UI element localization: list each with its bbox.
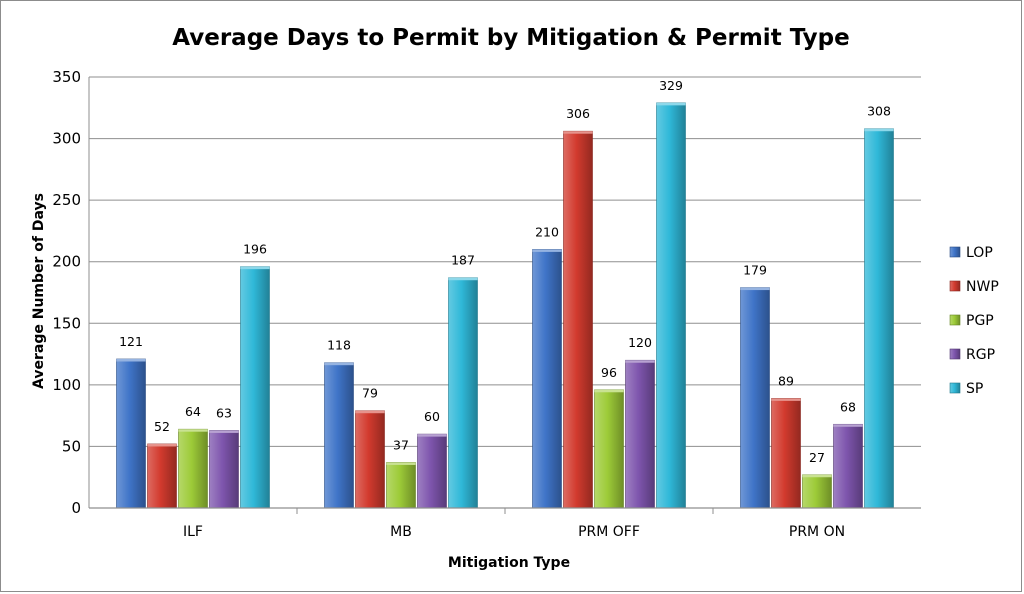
bar-top-highlight [417,434,447,437]
legend-label-sp: SP [966,381,983,397]
data-label: 196 [243,242,267,257]
bar-lop-ilf [116,358,146,509]
bar-rgp-mb [417,433,447,509]
legend: LOP NWP PGP RGP SP [949,245,999,397]
bar-top-highlight [386,462,416,465]
bar-pgp-prm-on [802,474,832,509]
bar-sp-mb [448,277,478,509]
legend-label-lop: LOP [966,245,993,261]
bar-top-highlight [833,424,863,427]
data-label: 118 [327,338,351,353]
bar-top-highlight [240,266,270,270]
bar-top-highlight [355,410,385,414]
bar-pgp-prm-off [594,389,624,509]
y-tick-label: 100 [52,376,81,394]
bar-lop-prm-off [532,249,562,509]
x-tick-label: PRM ON [789,524,845,540]
y-tick-label: 150 [52,314,81,332]
y-tick-label: 50 [62,437,81,455]
legend-swatch-nwp [949,280,961,292]
data-label: 179 [743,263,767,278]
bar-nwp-prm-on [771,398,801,509]
data-label: 121 [119,334,143,349]
x-tick-label: MB [390,524,412,540]
axis-layer: 0 50 100 150 200 250 300 350 ILF MB PRM OFF PRM ON [52,68,921,540]
y-axis-title: Average Number of Days [31,193,47,389]
data-label: 52 [154,419,170,434]
data-label: 64 [185,404,201,419]
data-label: 308 [867,104,891,119]
bar-pgp-mb [386,462,416,509]
bar-top-highlight [324,362,354,366]
data-label: 120 [628,335,652,350]
y-tick-label: 300 [52,130,81,148]
bar-top-highlight [740,287,770,291]
bar-pgp-ilf [178,428,208,509]
bar-top-highlight [116,358,146,362]
bar-sp-ilf [240,266,270,509]
y-tick-label: 0 [71,499,81,517]
bar-nwp-ilf [147,443,177,509]
bar-top-highlight [563,131,593,134]
bar-nwp-prm-off [563,130,593,509]
data-label: 68 [840,399,856,414]
data-label: 96 [601,365,617,380]
legend-label-pgp: PGP [966,313,994,329]
chart-title: Average Days to Permit by Mitigation & P… [172,25,849,51]
data-label: 210 [535,224,559,239]
data-label: 79 [362,386,378,401]
legend-label-rgp: RGP [966,347,995,363]
bar-rgp-prm-off [625,359,655,509]
data-label: 27 [809,450,825,465]
bar-rgp-prm-on [833,423,863,509]
bar-nwp-mb [355,410,385,509]
bar-top-highlight [209,430,239,433]
x-tick-label: PRM OFF [578,524,640,540]
data-label: 89 [778,373,794,388]
bar-sp-prm-on [864,128,894,509]
y-tick-label: 200 [52,253,81,271]
legend-swatch-pgp [949,314,961,326]
data-label: 187 [451,253,475,268]
y-tick-label: 250 [52,191,81,209]
bar-top-highlight [656,102,686,106]
bar-sp-prm-off [656,102,686,509]
x-tick-label: ILF [183,524,203,540]
legend-swatch-lop [949,246,961,258]
x-axis-title: Mitigation Type [448,555,570,571]
bar-top-highlight [771,398,801,401]
data-label: 60 [424,409,440,424]
bar-rgp-ilf [209,430,239,509]
bar-top-highlight [594,389,624,393]
bars-layer [116,102,894,509]
bar-lop-prm-on [740,287,770,509]
legend-swatch-rgp [949,348,961,360]
data-label: 63 [216,405,232,420]
legend-swatch-sp [949,382,961,394]
bar-top-highlight [147,443,177,447]
bar-top-highlight [625,360,655,363]
data-label: 37 [393,437,409,452]
bar-top-highlight [178,429,208,432]
data-labels-layer: 121 52 64 63 196 118 79 37 60 187 210 306 96 120 329 17… [119,78,891,465]
legend-label-nwp: NWP [966,279,999,295]
data-label: 306 [566,106,590,121]
data-label: 329 [659,78,683,93]
bar-top-highlight [448,277,478,281]
bar-top-highlight [532,249,562,252]
bar-lop-mb [324,362,354,509]
bar-top-highlight [802,474,832,478]
y-tick-label: 350 [52,68,81,86]
bar-top-highlight [864,128,894,132]
